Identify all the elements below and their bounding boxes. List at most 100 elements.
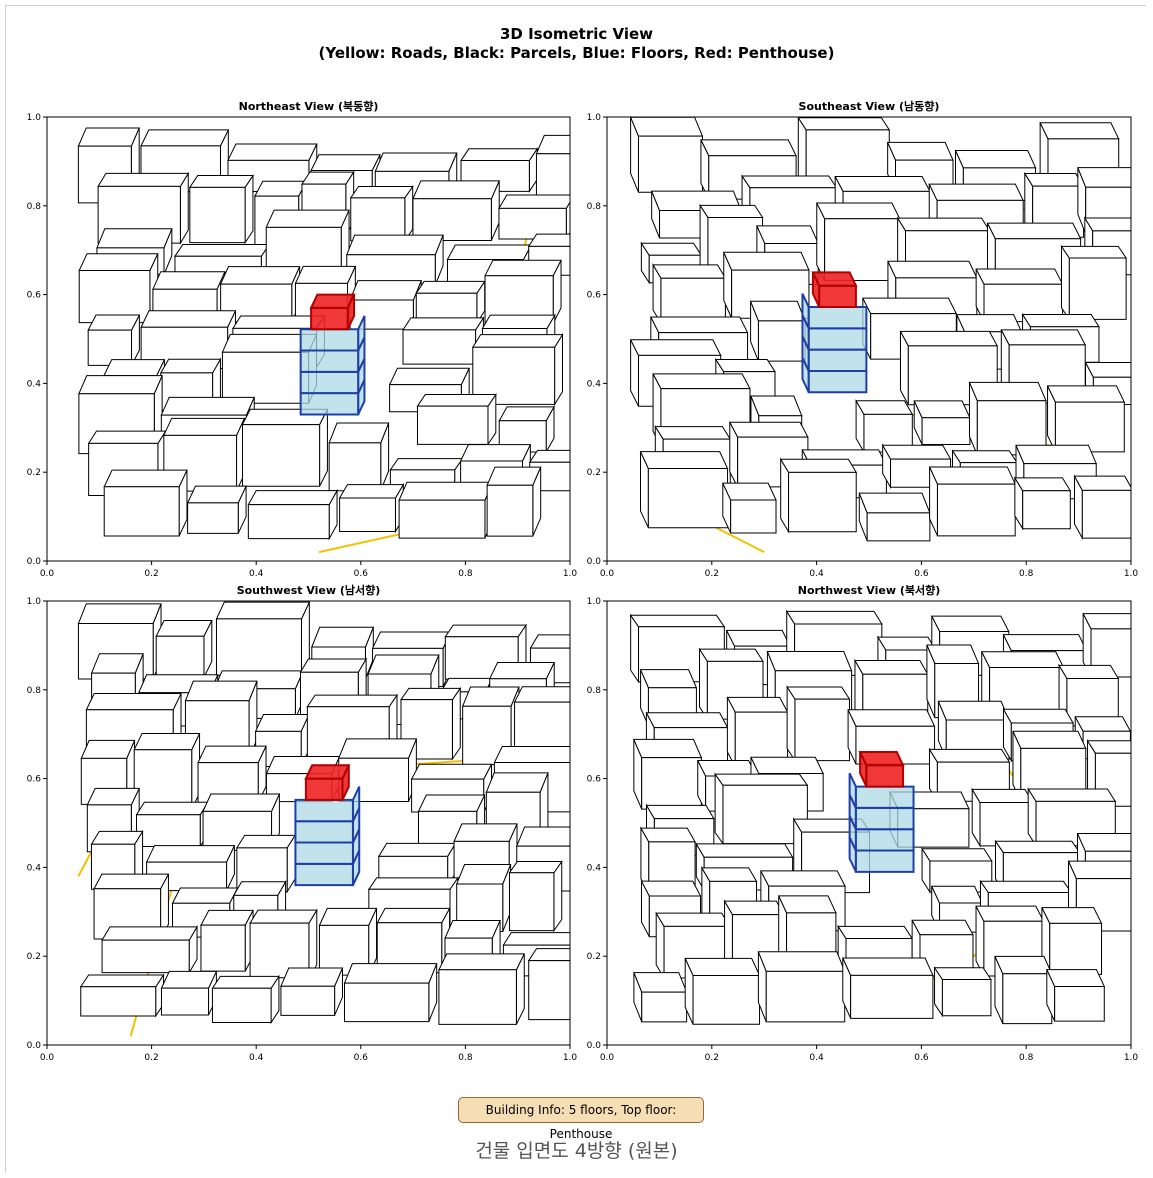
x-tick-label: 0.2 [705,1053,719,1063]
y-tick-label: 0.2 [27,468,41,478]
parcel-block [367,654,440,675]
parcel-block [400,687,462,701]
parcel-block [528,449,570,463]
y-tick-label: 0.4 [27,863,42,873]
x-tick-label: 0.8 [1019,1053,1034,1063]
parcel-block [785,610,883,625]
parcel-block [794,698,850,762]
parcel-block [695,843,794,858]
y-tick-label: 0.0 [27,557,42,567]
parcel-block [416,405,489,445]
x-tick-label: 0.8 [458,1053,473,1063]
parcel-block [527,948,570,962]
parcel-block [163,417,246,436]
parcel-block [376,907,451,924]
x-tick-label: 0.4 [809,569,824,579]
penthouse-floor [304,764,351,780]
parcel-block [1002,973,1053,1025]
penthouse-floor [865,764,905,788]
parcel-block [1021,314,1100,328]
building-floor-3 [294,820,354,844]
parcel-block [200,909,254,926]
parcel-block [684,957,761,976]
parcel-block [1060,244,1070,321]
parcel-block [629,614,726,628]
parcel-block [1039,122,1120,140]
parcel-block [412,198,492,241]
parcel-block [77,603,162,624]
axes-frame [46,116,571,562]
parcel-block [699,204,764,218]
parcel-block [367,877,459,890]
parcel-block [101,926,198,941]
building-floor-1 [294,862,354,887]
y-tick-label: 0.2 [27,952,41,962]
parcel-block [837,925,914,940]
parcel-block [1058,664,1120,680]
parcel-block [760,870,846,887]
parcel-block [133,733,201,751]
parcel-block [979,880,1073,893]
parcel-block [986,222,1082,240]
parcel-block [508,861,563,874]
parcel-block [887,260,978,279]
parcel-block [80,986,157,1017]
parcel-block [155,619,213,637]
parcel-block [133,749,193,810]
penthouse-floor [309,293,356,309]
parcel-block [349,185,414,199]
parcel-block [527,233,570,247]
parcel-block [881,444,952,460]
parcel-block [854,660,929,675]
parcel-block [1023,173,1085,187]
parcel-block [103,469,188,488]
parcel-block [301,171,355,185]
parcel-block [444,624,527,638]
y-tick-label: 0.8 [587,686,602,696]
parcel-block [757,951,846,972]
parcel-block [140,129,230,147]
y-tick-label: 0.6 [587,291,602,301]
parcel-block [862,297,958,315]
parcel-block [629,339,722,356]
parcel-block [254,714,310,732]
y-tick-label: 1.0 [587,597,602,607]
parcel-block [847,709,936,727]
parcel-block [623,135,631,196]
parcel-block [339,497,396,532]
parcel-block [640,880,702,897]
parcel-block [1041,907,1103,924]
parcel-block [247,504,330,540]
parcel-block [485,772,549,793]
parcel-block [415,280,486,294]
parcel-block [453,823,518,842]
parcel-block [866,512,931,542]
parcel-block [78,375,163,395]
parcel-block [725,629,791,647]
parcel-block [728,421,809,438]
penthouse-floor [818,284,857,309]
figure-subtitle: (Yellow: Roads, Black: Parcels, Blue: Fl… [318,44,835,62]
parcel-block [280,985,336,1016]
parcel-block [858,492,931,514]
parcel-block [93,873,170,890]
parcel-block [444,919,501,939]
parcel-block [438,953,526,971]
x-tick-label: 0.4 [249,569,264,579]
x-tick-label: 0.8 [458,569,473,579]
parcel-block [103,359,166,377]
y-tick-label: 1.0 [587,113,602,123]
building-floor-1 [807,369,868,394]
parcel-block [911,919,974,936]
parcel-block [723,900,786,916]
figure-title: 3D Isometric View [499,25,654,43]
parcel-block [765,970,846,1023]
parcel-block [777,895,837,914]
parcel-block [249,909,318,924]
y-tick-label: 0.8 [587,202,602,212]
parcel-block [77,127,140,147]
parcel-block [937,700,1010,721]
figure-caption: 건물 입면도 4방향 (원본) [475,1140,678,1162]
parcel-block [310,154,381,171]
parcel-block [486,466,542,486]
